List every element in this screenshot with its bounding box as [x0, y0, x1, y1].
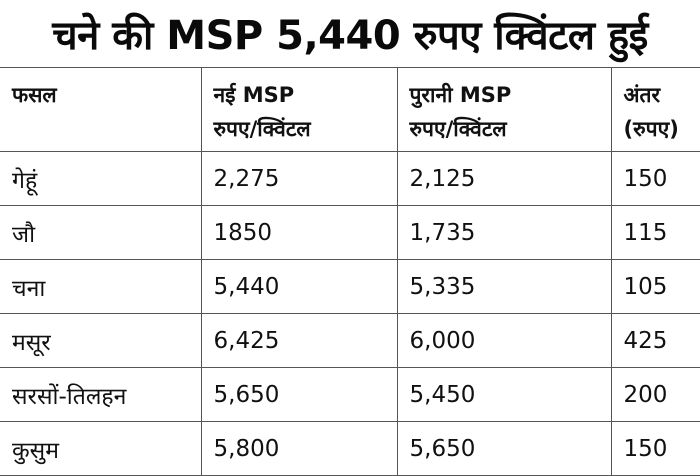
old-msp-cell: 5,450: [397, 368, 611, 422]
difference-cell: 150: [611, 422, 700, 476]
table-row: चना 5,440 5,335 105: [0, 260, 700, 314]
header-difference-line1: अंतर: [624, 78, 700, 112]
old-msp-cell: 2,125: [397, 152, 611, 206]
header-row: फसल नई MSP रुपए/क्विंटल पुरानी MSP रुपए/…: [0, 68, 700, 152]
old-msp-cell: 6,000: [397, 314, 611, 368]
msp-table: फसल नई MSP रुपए/क्विंटल पुरानी MSP रुपए/…: [0, 67, 700, 476]
header-difference: अंतर (रुपए): [611, 68, 700, 152]
page-title: चने की MSP 5,440 रुपए क्विंटल हुई: [0, 0, 700, 66]
new-msp-cell: 6,425: [201, 314, 397, 368]
difference-cell: 425: [611, 314, 700, 368]
crop-cell: मसूर: [0, 314, 201, 368]
new-msp-cell: 5,650: [201, 368, 397, 422]
difference-cell: 105: [611, 260, 700, 314]
crop-cell: कुसुम: [0, 422, 201, 476]
new-msp-cell: 5,440: [201, 260, 397, 314]
header-crop-line1: फसल: [12, 78, 201, 112]
header-new-msp-line1: नई MSP: [214, 78, 397, 112]
crop-cell: जौ: [0, 206, 201, 260]
crop-cell: चना: [0, 260, 201, 314]
header-difference-line2: (रुपए): [624, 112, 700, 146]
table-row: जौ 1850 1,735 115: [0, 206, 700, 260]
crop-cell: सरसों-तिलहन: [0, 368, 201, 422]
header-old-msp: पुरानी MSP रुपए/क्विंटल: [397, 68, 611, 152]
new-msp-cell: 2,275: [201, 152, 397, 206]
difference-cell: 150: [611, 152, 700, 206]
old-msp-cell: 5,335: [397, 260, 611, 314]
header-new-msp-line2: रुपए/क्विंटल: [214, 112, 397, 146]
table-row: गेहूं 2,275 2,125 150: [0, 152, 700, 206]
crop-cell: गेहूं: [0, 152, 201, 206]
header-crop: फसल: [0, 68, 201, 152]
table-header: फसल नई MSP रुपए/क्विंटल पुरानी MSP रुपए/…: [0, 68, 700, 152]
table-row: मसूर 6,425 6,000 425: [0, 314, 700, 368]
header-old-msp-line2: रुपए/क्विंटल: [410, 112, 611, 146]
header-old-msp-line1: पुरानी MSP: [410, 78, 611, 112]
old-msp-cell: 5,650: [397, 422, 611, 476]
old-msp-cell: 1,735: [397, 206, 611, 260]
table-body: गेहूं 2,275 2,125 150 जौ 1850 1,735 115 …: [0, 152, 700, 476]
new-msp-cell: 1850: [201, 206, 397, 260]
table-row: सरसों-तिलहन 5,650 5,450 200: [0, 368, 700, 422]
table-row: कुसुम 5,800 5,650 150: [0, 422, 700, 476]
difference-cell: 115: [611, 206, 700, 260]
new-msp-cell: 5,800: [201, 422, 397, 476]
header-new-msp: नई MSP रुपए/क्विंटल: [201, 68, 397, 152]
difference-cell: 200: [611, 368, 700, 422]
